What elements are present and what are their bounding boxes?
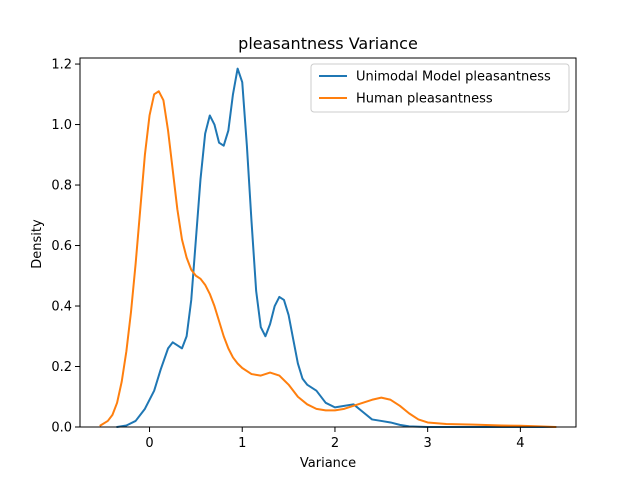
- y-tick-label: 0.6: [51, 239, 72, 254]
- series-line-2: [99, 90, 557, 428]
- legend-box: [310, 63, 570, 113]
- legend-label-2: Human pleasantness: [356, 92, 493, 107]
- series-line-1: [116, 67, 557, 428]
- y-tick-label: 0.2: [51, 360, 72, 375]
- y-tick-label: 1.2: [51, 58, 72, 73]
- x-tick-label: 2: [331, 436, 339, 451]
- x-tick-label: 3: [424, 436, 432, 451]
- x-tick-label: 1: [238, 436, 246, 451]
- y-tick-label: 0.0: [51, 421, 72, 436]
- axes-frame: [79, 57, 577, 428]
- y-tick-label: 0.4: [51, 300, 72, 315]
- x-tick-label: 4: [516, 436, 524, 451]
- legend-label-1: Unimodal Model pleasantness: [356, 70, 551, 85]
- y-axis-title: Density: [30, 219, 45, 269]
- x-axis-title: Variance: [300, 456, 356, 471]
- plot-area: 0 1 2 3 4 0.0 0.2 0.4 0.6 0.8 1.0 1.2: [51, 57, 577, 451]
- y-tick-label: 1.0: [51, 118, 72, 133]
- chart-title: pleasantness Variance: [238, 34, 418, 53]
- x-tick-label: 0: [145, 436, 153, 451]
- legend: Unimodal Model pleasantness Human pleasan…: [310, 63, 570, 113]
- y-tick-label: 0.8: [51, 179, 72, 194]
